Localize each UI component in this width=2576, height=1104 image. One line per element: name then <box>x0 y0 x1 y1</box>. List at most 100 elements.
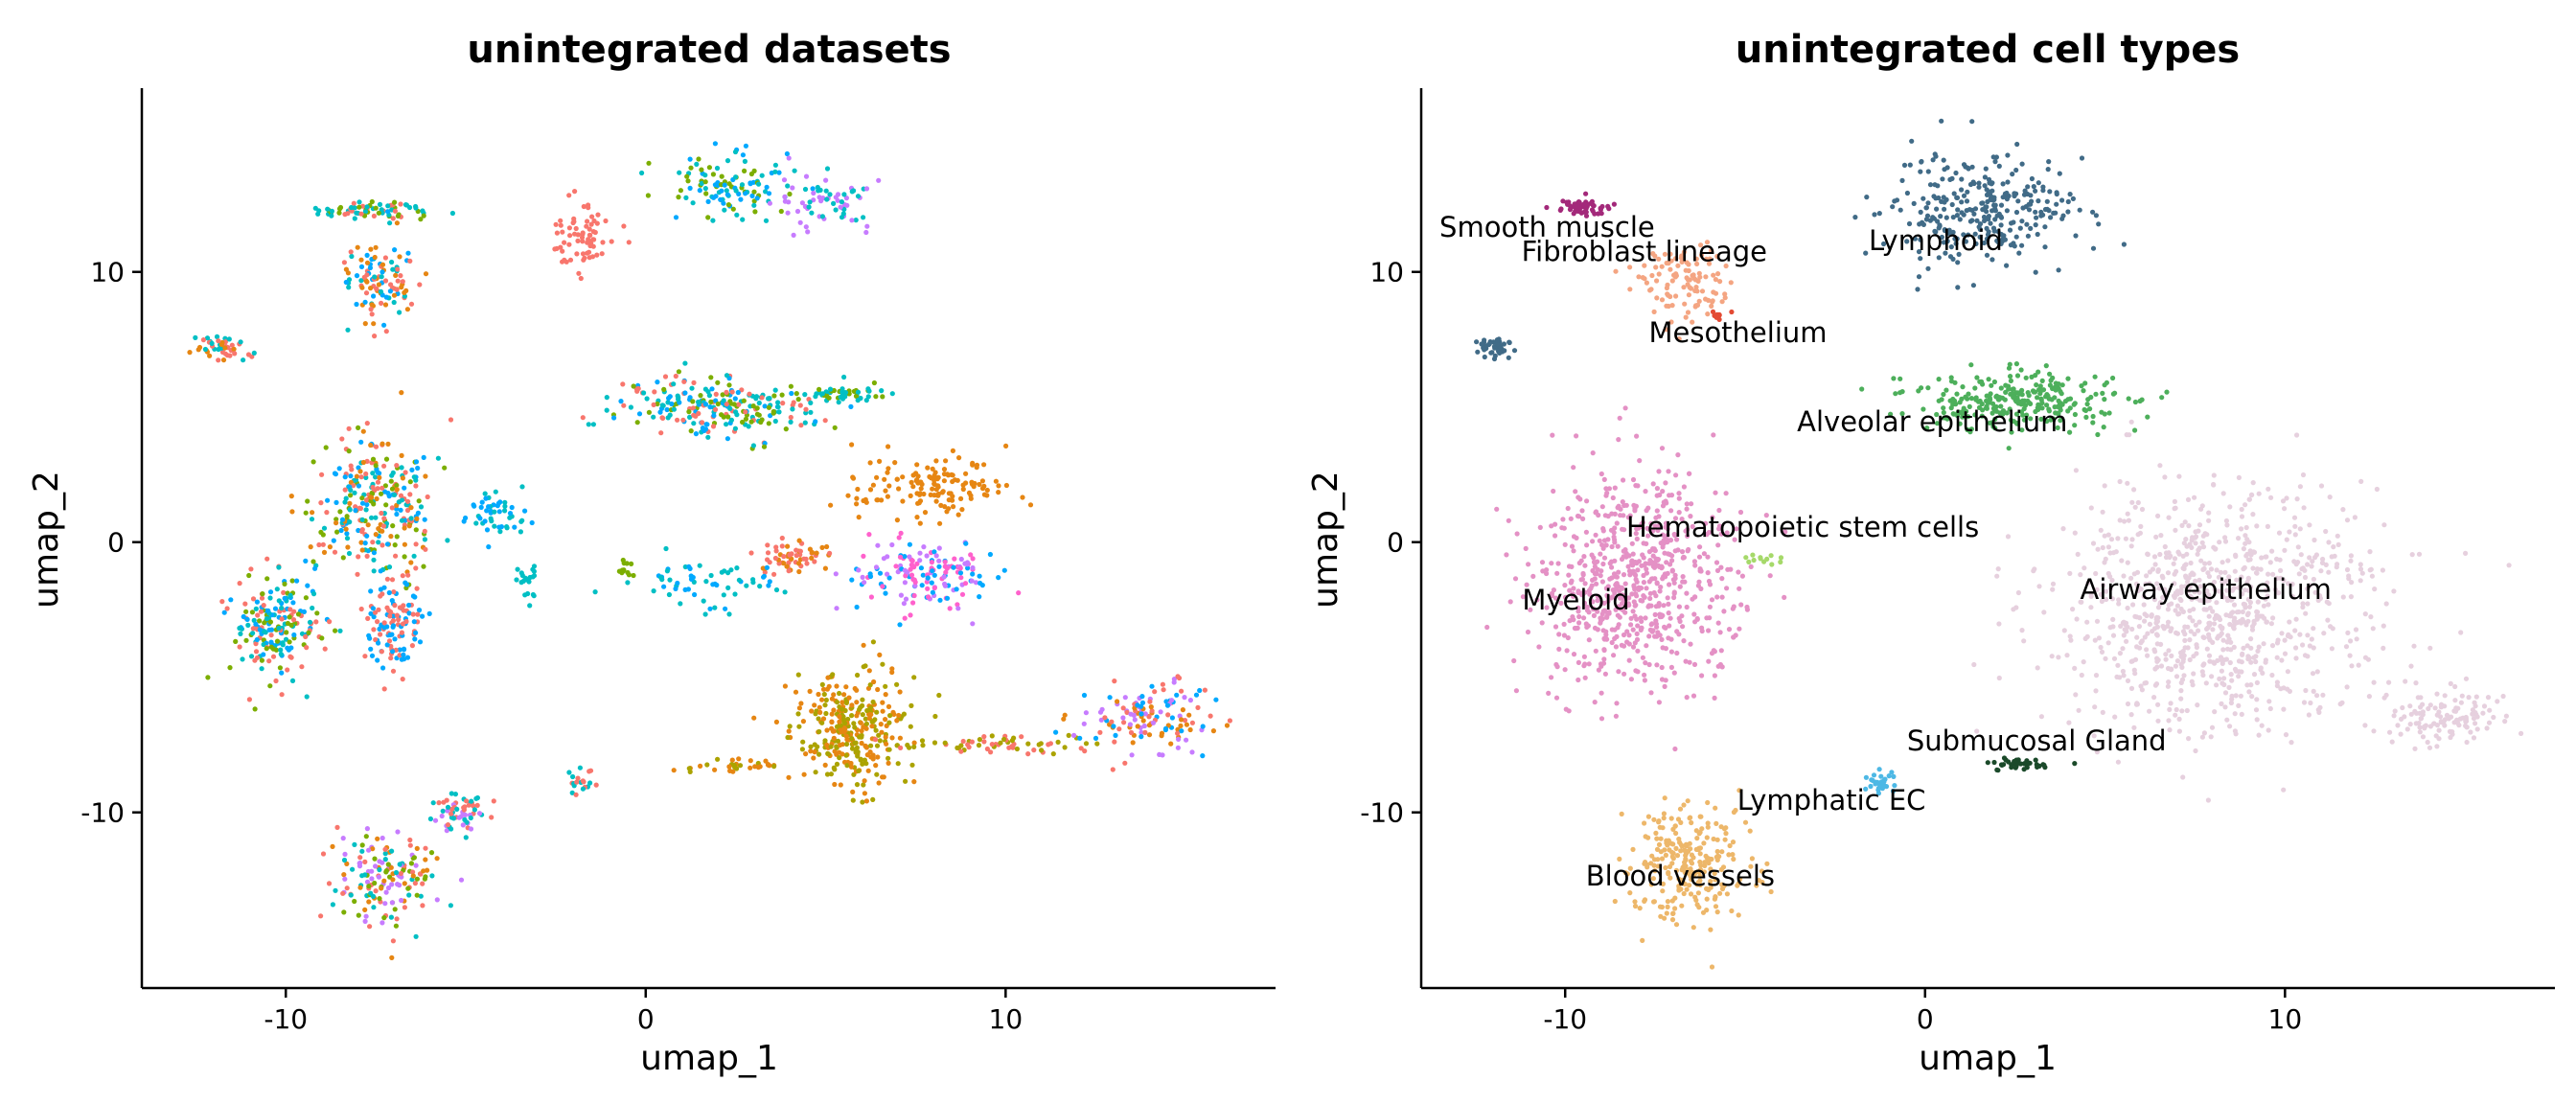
data-point <box>554 245 560 251</box>
data-point <box>2383 601 2389 607</box>
data-point <box>2254 697 2260 702</box>
data-point <box>843 700 850 706</box>
data-point <box>1998 222 2004 228</box>
data-point <box>822 565 829 571</box>
data-point <box>837 755 842 761</box>
data-point <box>2090 209 2096 215</box>
data-point <box>413 203 419 210</box>
data-point <box>681 379 687 384</box>
data-point <box>2090 245 2097 251</box>
data-point <box>417 639 424 645</box>
data-point <box>1703 274 1709 280</box>
data-point <box>1586 637 1592 643</box>
data-point <box>673 215 679 220</box>
data-point <box>381 686 387 692</box>
data-point <box>621 402 627 408</box>
data-point <box>401 603 406 609</box>
data-point <box>712 581 718 587</box>
data-point <box>1681 638 1687 644</box>
data-point <box>933 498 939 504</box>
data-point <box>2002 397 2008 402</box>
data-point <box>865 768 871 773</box>
data-point <box>1647 558 1653 564</box>
data-point <box>825 675 831 680</box>
data-point <box>2060 213 2066 218</box>
data-point <box>977 481 982 488</box>
data-point <box>2012 243 2017 249</box>
data-point <box>1622 527 1627 533</box>
data-point <box>808 748 814 754</box>
data-point <box>824 543 830 550</box>
data-point <box>970 556 976 562</box>
data-point <box>381 915 387 921</box>
data-point <box>1178 723 1184 729</box>
data-point <box>2044 198 2050 204</box>
data-point <box>2123 536 2128 541</box>
data-point <box>343 279 349 286</box>
data-point <box>573 792 579 797</box>
data-point <box>1661 603 1667 609</box>
data-point <box>484 527 491 533</box>
data-point <box>937 597 943 603</box>
data-point <box>1561 621 1567 628</box>
data-point <box>855 389 862 395</box>
data-point <box>207 353 213 358</box>
data-point <box>1148 704 1154 710</box>
data-point <box>2307 555 2312 561</box>
data-point <box>2103 656 2108 661</box>
data-point <box>820 716 827 722</box>
data-point <box>363 913 369 919</box>
data-point <box>2242 502 2248 508</box>
data-point <box>704 762 710 768</box>
data-point <box>2128 543 2134 549</box>
data-point <box>386 564 393 570</box>
data-point <box>1656 522 1663 528</box>
data-point <box>382 851 388 857</box>
data-point <box>870 796 876 803</box>
data-point <box>733 188 739 194</box>
data-point <box>1668 649 1674 655</box>
data-point <box>2019 427 2025 433</box>
data-point <box>891 711 897 718</box>
data-point <box>924 553 930 559</box>
data-point <box>334 529 340 535</box>
data-point <box>971 484 977 490</box>
data-point <box>2298 552 2304 558</box>
data-point <box>1652 253 1658 259</box>
data-point <box>458 814 464 819</box>
data-point <box>316 208 322 214</box>
data-point <box>849 218 855 223</box>
data-point <box>2249 492 2255 498</box>
data-point <box>279 616 285 622</box>
data-point <box>876 177 882 183</box>
data-point <box>861 553 866 560</box>
data-point <box>2110 632 2117 638</box>
data-point <box>405 498 411 504</box>
data-point <box>2092 637 2098 643</box>
data-point <box>394 511 400 518</box>
data-point <box>2223 518 2229 524</box>
data-point <box>807 546 814 552</box>
data-point <box>664 568 671 574</box>
data-point <box>2050 586 2056 592</box>
data-point <box>231 346 237 352</box>
data-point <box>399 518 405 523</box>
data-point <box>1107 695 1113 701</box>
data-point <box>734 212 740 218</box>
data-point <box>887 713 893 719</box>
data-point <box>369 311 375 317</box>
data-point <box>889 735 895 741</box>
data-point <box>1038 741 1044 747</box>
data-point <box>347 507 353 513</box>
data-point <box>651 414 656 420</box>
data-point <box>2274 575 2280 582</box>
data-point <box>957 565 963 571</box>
data-point <box>324 510 330 516</box>
data-point <box>379 491 384 496</box>
data-point <box>2409 552 2415 558</box>
data-point <box>1667 623 1672 629</box>
data-point <box>788 414 794 421</box>
data-point <box>368 646 374 652</box>
data-point <box>364 553 370 560</box>
data-point <box>2172 498 2177 505</box>
